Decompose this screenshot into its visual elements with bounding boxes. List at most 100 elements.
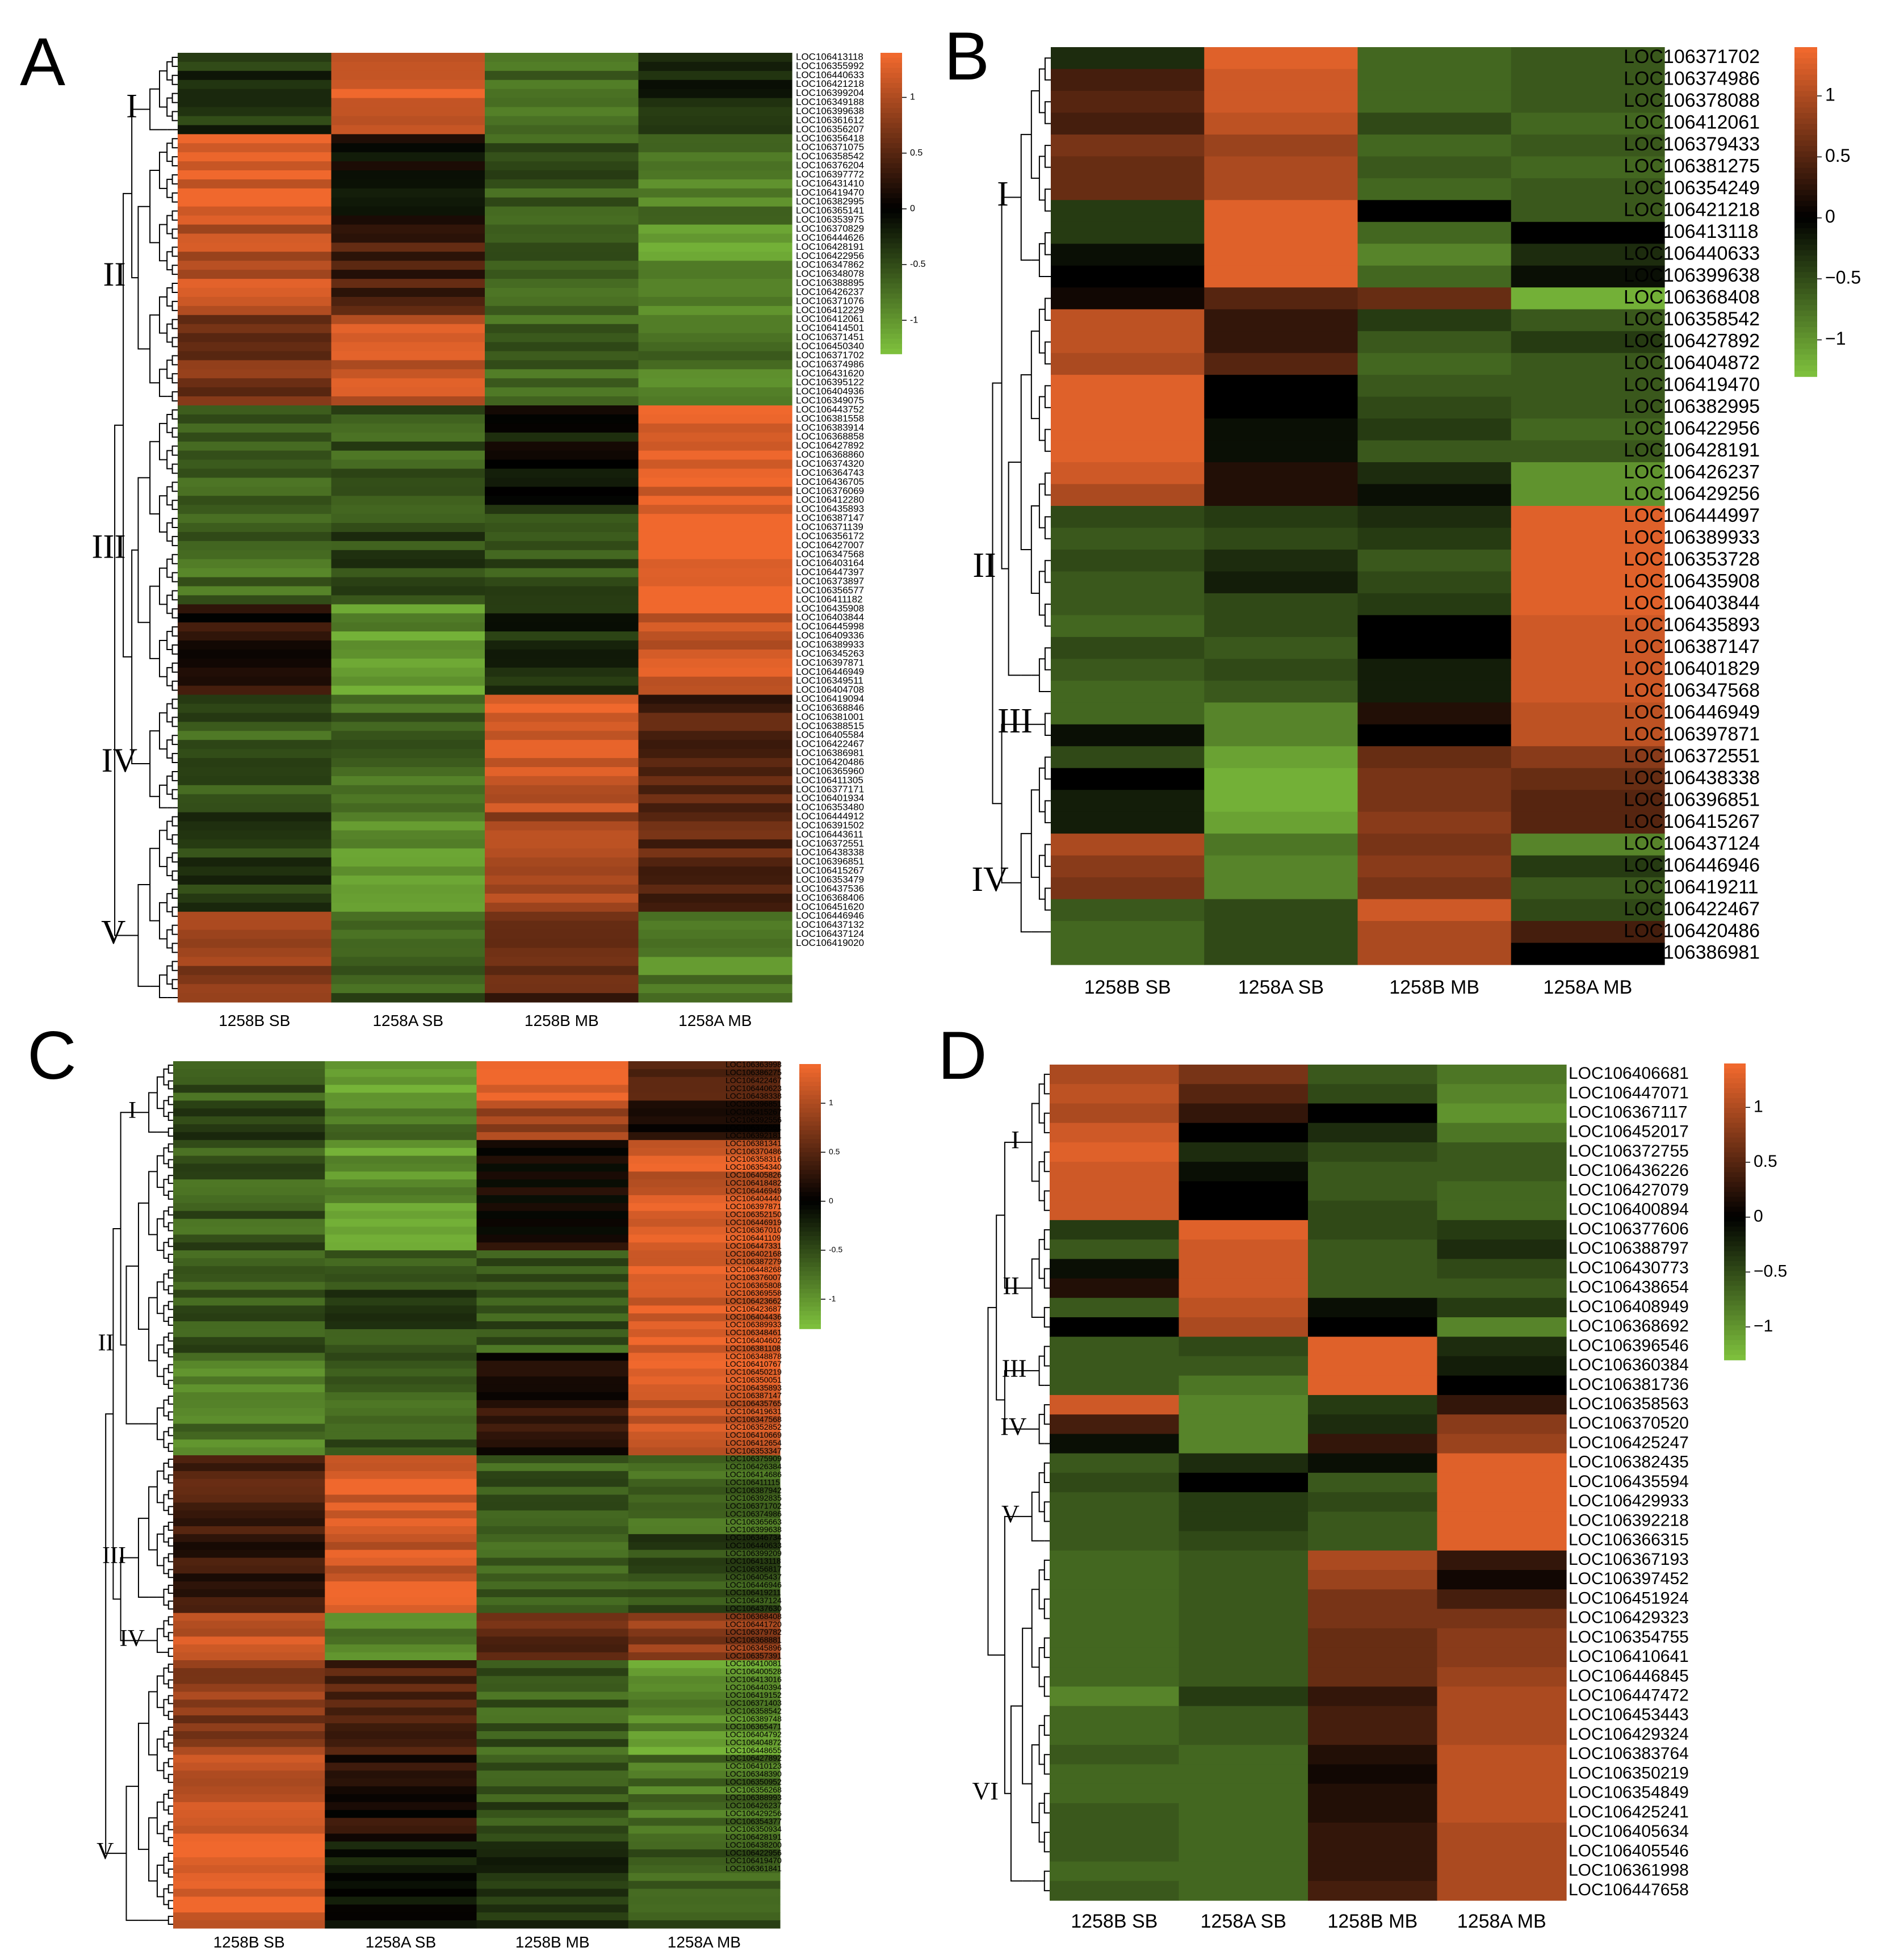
dendrogram-branch <box>163 1147 169 1165</box>
gene-label: LOC106367193 <box>1569 1550 1689 1569</box>
heatmap-cell <box>1204 593 1358 615</box>
heatmap-cell <box>1357 811 1512 834</box>
dendrogram-branch <box>171 816 178 827</box>
heatmap-cell <box>628 1211 781 1220</box>
heatmap-cell <box>325 1794 477 1803</box>
colorbar-swatch <box>1794 223 1817 229</box>
heatmap-cell <box>476 1754 629 1764</box>
gene-label: LOC106429323 <box>1569 1609 1689 1627</box>
heatmap-cell <box>1051 265 1205 288</box>
dendrogram-branch <box>1043 1598 1050 1619</box>
heatmap-cell <box>1357 702 1512 725</box>
gene-label: LOC106374320 <box>796 458 864 469</box>
heatmap-cell <box>485 794 639 804</box>
gene-label: LOC106443752 <box>796 404 864 414</box>
heatmap-cell <box>628 1084 781 1094</box>
colorbar-swatch <box>1724 1207 1746 1212</box>
dendrogram-branch <box>167 1853 173 1862</box>
heatmap-cell <box>1511 47 1665 70</box>
heatmap-cell <box>628 1691 781 1701</box>
gene-label: LOC106358542 <box>726 1706 782 1715</box>
gene-label: LOC106367010 <box>726 1225 782 1234</box>
heatmap-cell <box>476 1463 629 1472</box>
heatmap-cell <box>1204 484 1358 506</box>
heatmap-cell <box>173 1132 325 1141</box>
dendrogram-branch <box>163 1794 169 1811</box>
dendrogram-branch <box>167 1616 173 1626</box>
heatmap-cell <box>173 1084 325 1094</box>
heatmap-cell <box>1357 156 1512 179</box>
heatmap-cell <box>173 1573 325 1582</box>
heatmap-cell <box>1511 331 1665 354</box>
heatmap-cell <box>331 70 485 81</box>
colorbar-swatch <box>1794 129 1817 136</box>
heatmap-cell <box>1511 702 1665 725</box>
heatmap-cell <box>178 279 332 288</box>
heatmap-cell <box>1437 1492 1567 1512</box>
heatmap-cell <box>1357 636 1512 659</box>
dendrogram-branch <box>120 1112 149 1346</box>
colorbar-swatch <box>1724 1132 1746 1138</box>
heatmap-cell <box>1051 855 1205 878</box>
heatmap-cell <box>178 378 332 388</box>
dendrogram-branch <box>171 93 178 103</box>
heatmap-cell <box>178 206 332 216</box>
gene-label: LOC106404872 <box>1624 352 1760 374</box>
heatmap-cell <box>638 722 792 731</box>
heatmap-cell <box>628 1676 781 1685</box>
heatmap-cell <box>1179 1647 1309 1668</box>
gene-label: LOC106375909 <box>726 1454 782 1463</box>
heatmap-cell <box>173 1762 325 1771</box>
heatmap-cell <box>1179 1706 1309 1726</box>
colorbar-tick-label: −1 <box>1754 1317 1773 1335</box>
colorbar-swatch <box>799 1157 821 1162</box>
dendrogram-branch <box>163 1589 169 1606</box>
gene-label: LOC106377171 <box>796 784 864 794</box>
cluster-label: VI <box>972 1777 998 1805</box>
heatmap-cell <box>1308 1609 1438 1629</box>
heatmap-cell <box>638 423 792 433</box>
colorbar-tick-label: 0.5 <box>1754 1152 1777 1171</box>
gene-label: LOC106397871 <box>1624 723 1760 745</box>
colorbar-tick-label: −1 <box>1825 328 1846 349</box>
gene-label: LOC106413118 <box>796 51 863 62</box>
heatmap-cell <box>331 79 485 90</box>
gene-label: LOC106374986 <box>1624 68 1760 90</box>
heatmap-cell <box>325 1747 477 1756</box>
heatmap-cell <box>485 767 639 777</box>
heatmap-cell <box>476 1479 629 1488</box>
heatmap-cell <box>628 1786 781 1795</box>
heatmap-cell <box>1511 615 1665 638</box>
heatmap-cell <box>173 1281 325 1291</box>
colorbar-swatch <box>1794 206 1817 212</box>
heatmap-cell <box>325 1132 477 1141</box>
gene-label: LOC106429256 <box>1624 483 1760 505</box>
dendrogram-branch <box>163 1179 169 1196</box>
dendrogram-branch <box>171 373 178 384</box>
heatmap-cell <box>178 116 332 125</box>
heatmap-cell <box>1357 571 1512 594</box>
dendrogram-branch <box>163 1730 169 1748</box>
gene-label: LOC106406681 <box>1569 1064 1689 1083</box>
heatmap-cell <box>638 333 792 343</box>
gene-label: LOC106437124 <box>726 1596 782 1605</box>
heatmap-cell <box>628 1510 781 1519</box>
heatmap-cell <box>476 1534 629 1543</box>
gene-label: LOC106446946 <box>726 1580 782 1589</box>
heatmap-cell <box>325 1392 477 1401</box>
gene-label: LOC106399638 <box>1624 265 1760 286</box>
dendrogram-branch <box>167 1191 173 1200</box>
gene-label: LOC106365141 <box>796 205 864 216</box>
heatmap-cell <box>331 441 485 451</box>
gene-label: LOC106444997 <box>1624 505 1760 526</box>
heatmap-cell <box>331 188 485 198</box>
colorbar-swatch <box>880 103 902 108</box>
gene-label: LOC106415267 <box>796 865 864 876</box>
colorbar-swatch <box>1794 228 1817 234</box>
heatmap-cell <box>1179 1803 1309 1823</box>
heatmap-cell <box>331 107 485 117</box>
heatmap-cell <box>178 270 332 279</box>
gene-label: LOC106447472 <box>1569 1686 1689 1704</box>
gene-labels: LOC106413118LOC106355992LOC106440633LOC1… <box>796 51 864 948</box>
heatmap-cell <box>485 776 639 786</box>
